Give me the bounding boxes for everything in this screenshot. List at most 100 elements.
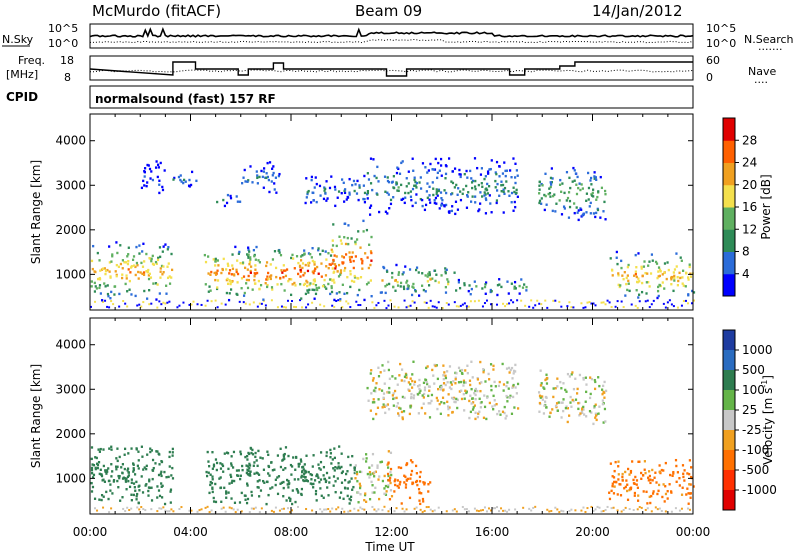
- power-echo-cell: [346, 195, 349, 199]
- velocity-echo-cell: [670, 491, 673, 494]
- power-echo-cell: [156, 283, 159, 286]
- power-echo-cell: [485, 188, 489, 192]
- velocity-colorbar-segment: [723, 350, 735, 371]
- power-echo-cell: [379, 291, 382, 294]
- power-echo-cell: [310, 201, 313, 204]
- power-echo-cell: [670, 283, 673, 286]
- power-echo-cell: [407, 182, 410, 185]
- power-echo-cell: [475, 285, 478, 288]
- velocity-echo-cell: [383, 487, 386, 490]
- velocity-echo-cell: [413, 383, 416, 386]
- power-echo-cell: [655, 262, 659, 265]
- velocity-echo-cell: [668, 483, 671, 486]
- velocity-echo-cell: [621, 472, 624, 476]
- power-echo-cell: [388, 282, 391, 286]
- power-echo-cell: [498, 165, 501, 168]
- power-echo-cell: [540, 197, 543, 200]
- velocity-echo-cell: [90, 468, 94, 472]
- power-echo-cell: [113, 293, 116, 296]
- velocity-echo-cell: [248, 462, 251, 466]
- velocity-echo-cell: [475, 509, 478, 512]
- velocity-echo-cell: [111, 470, 114, 473]
- power-echo-cell: [242, 176, 245, 179]
- power-echo-cell: [119, 262, 123, 266]
- power-echo-cell: [573, 211, 576, 215]
- power-echo-cell: [313, 263, 316, 266]
- velocity-echo-cell: [334, 465, 337, 469]
- power-echo-cell: [353, 276, 357, 279]
- time-tick-label: 00:00: [73, 525, 108, 539]
- power-echo-cell: [307, 264, 310, 267]
- velocity-echo-cell: [270, 509, 273, 512]
- power-echo-cell: [412, 286, 415, 289]
- velocity-echo-cell: [454, 381, 457, 385]
- velocity-echo-cell: [559, 380, 562, 384]
- power-echo-cell: [214, 257, 217, 261]
- power-echo-cell: [419, 197, 422, 201]
- velocity-echo-cell: [600, 510, 603, 513]
- velocity-echo-cell: [138, 508, 141, 511]
- velocity-echo-cell: [564, 388, 567, 392]
- power-echo-cell: [513, 200, 516, 204]
- power-echo-cell: [495, 160, 499, 164]
- velocity-echo-cell: [98, 450, 101, 453]
- velocity-echo-cell: [467, 510, 470, 513]
- velocity-echo-cell: [466, 371, 469, 375]
- velocity-echo-cell: [574, 509, 577, 512]
- power-echo-cell: [500, 180, 503, 183]
- velocity-echo-cell: [204, 506, 207, 509]
- velocity-echo-cell: [110, 463, 113, 466]
- power-echo-cell: [427, 306, 430, 309]
- velocity-echo-cell: [300, 460, 303, 463]
- velocity-echo-cell: [248, 473, 251, 477]
- power-echo-cell: [604, 192, 607, 196]
- power-echo-cell: [495, 199, 499, 202]
- velocity-echo-cell: [254, 455, 257, 459]
- power-echo-cell: [459, 190, 462, 193]
- velocity-echo-cell: [444, 376, 448, 380]
- velocity-echo-cell: [584, 510, 587, 513]
- velocity-echo-cell: [251, 453, 255, 456]
- velocity-echo-cell: [501, 362, 504, 366]
- velocity-echo-cell: [448, 406, 451, 409]
- velocity-echo-cell: [332, 475, 336, 478]
- power-echo-cell: [225, 278, 228, 282]
- velocity-echo-cell: [134, 489, 137, 492]
- power-echo-cell: [474, 187, 477, 191]
- velocity-echo-cell: [590, 505, 593, 508]
- power-echo-cell: [287, 279, 290, 283]
- power-echo-cell: [573, 169, 576, 172]
- velocity-echo-cell: [301, 466, 304, 469]
- power-echo-cell: [349, 260, 352, 263]
- velocity-echo-cell: [448, 365, 452, 368]
- power-echo-cell: [679, 256, 682, 259]
- power-echo-cell: [98, 286, 101, 290]
- velocity-echo-cell: [357, 491, 360, 494]
- velocity-echo-cell: [449, 381, 452, 384]
- power-echo-cell: [500, 285, 503, 289]
- power-echo-cell: [592, 195, 595, 198]
- power-echo-cell: [444, 164, 448, 167]
- velocity-echo-cell: [354, 464, 357, 467]
- power-echo-cell: [589, 201, 592, 205]
- velocity-echo-cell: [300, 474, 303, 478]
- velocity-echo-cell: [211, 467, 214, 470]
- power-echo-cell: [138, 303, 141, 306]
- power-echo-cell: [483, 302, 486, 305]
- power-echo-cell: [498, 283, 501, 286]
- power-echo-cell: [414, 180, 417, 184]
- power-echo-cell: [550, 180, 553, 184]
- velocity-echo-cell: [594, 508, 597, 511]
- velocity-echo-cell: [403, 375, 407, 378]
- power-echo-cell: [158, 300, 161, 303]
- power-echo-cell: [663, 262, 667, 265]
- velocity-echo-cell: [511, 386, 514, 389]
- power-echo-cell: [283, 289, 286, 292]
- velocity-echo-cell: [548, 510, 551, 513]
- velocity-echo-cell: [125, 488, 128, 491]
- power-echo-cell: [126, 262, 130, 266]
- power-echo-cell: [514, 176, 517, 179]
- power-echo-cell: [544, 172, 547, 176]
- power-echo-cell: [299, 255, 303, 258]
- power-echo-cell: [552, 194, 555, 198]
